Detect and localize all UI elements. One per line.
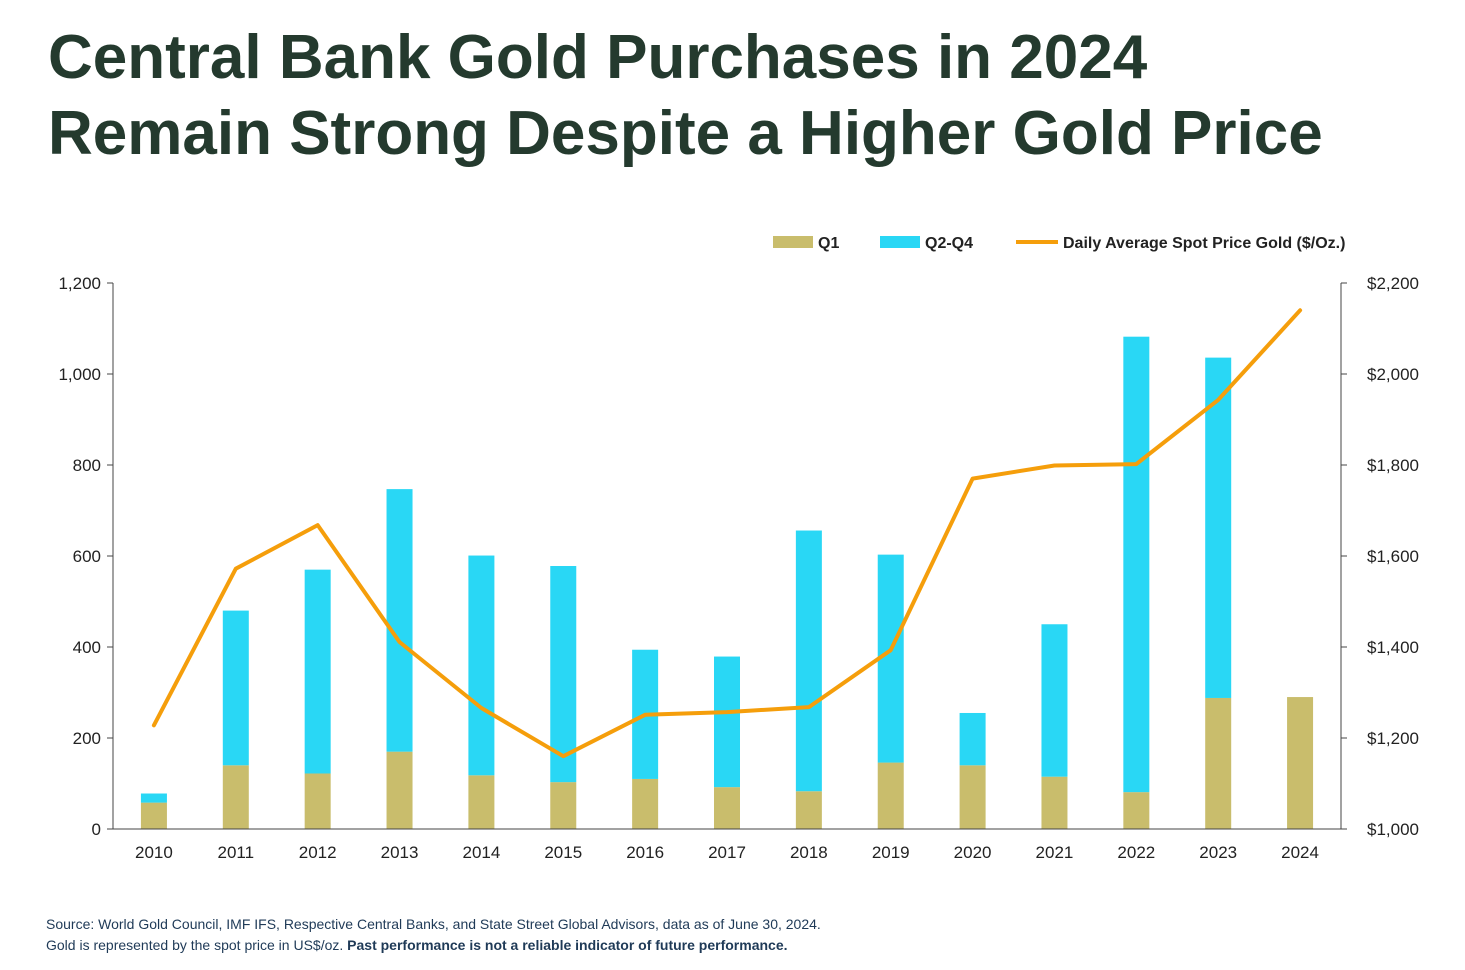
bar-q1-2015: [550, 782, 577, 829]
bar-q1-2014: [468, 775, 495, 829]
bar-q2-q4-2012: [304, 569, 331, 774]
x-tick-label-2020: 2020: [954, 843, 992, 862]
bar-q1-2011: [222, 765, 249, 829]
chart-legend: Q1 Q2-Q4 Daily Average Spot Price Gold (…: [773, 235, 1345, 252]
bar-q2-q4-2020: [959, 712, 986, 766]
x-tick-label-2014: 2014: [462, 843, 500, 862]
source-line-1: Source: World Gold Council, IMF IFS, Res…: [46, 916, 821, 932]
gold-price-line: [151, 308, 1303, 759]
y-left-tick-label: 200: [73, 729, 101, 748]
bar-q1-2022: [1123, 792, 1150, 829]
x-tick-label-2017: 2017: [708, 843, 746, 862]
bar-q2-q4-2018: [795, 530, 822, 792]
bar-q2-q4-2015: [550, 566, 577, 783]
legend-label-q2-q4: Q2-Q4: [925, 235, 973, 252]
x-tick-label-2023: 2023: [1199, 843, 1237, 862]
bar-q1-2013: [386, 751, 413, 829]
chart-title-line-2: Remain Strong Despite a Higher Gold Pric…: [48, 99, 1323, 168]
bar-q2-q4-2023: [1205, 357, 1232, 698]
source-disclaimer-bold: Past performance is not a reliable indic…: [347, 937, 788, 953]
chart-title-line-1: Central Bank Gold Purchases in 2024: [48, 23, 1148, 92]
bar-q2-q4-2011: [222, 610, 249, 766]
x-tick-label-2015: 2015: [544, 843, 582, 862]
bar-q1-2016: [632, 778, 659, 829]
bar-q1-2020: [959, 765, 986, 829]
x-tick-label-2021: 2021: [1036, 843, 1074, 862]
x-tick-label-2024: 2024: [1281, 843, 1319, 862]
x-tick-label-2019: 2019: [872, 843, 910, 862]
y-right-tick-label: $1,000: [1367, 820, 1419, 839]
bar-series-group: [140, 336, 1314, 829]
bar-q1-2018: [795, 791, 822, 829]
bar-q2-q4-2013: [386, 489, 413, 752]
x-tick-label-2016: 2016: [626, 843, 664, 862]
source-line-2: Gold is represented by the spot price in…: [46, 935, 821, 956]
bar-q1-2019: [877, 762, 904, 829]
chart-title: Central Bank Gold Purchases in 2024 Rema…: [48, 20, 1448, 172]
x-tick-label-2012: 2012: [299, 843, 337, 862]
y-left-tick-label: 800: [73, 456, 101, 475]
y-right-tick-label: $1,200: [1367, 729, 1419, 748]
x-tick-label-2018: 2018: [790, 843, 828, 862]
y-right-tick-label: $2,200: [1367, 274, 1419, 293]
y-left-tick-label: 0: [92, 820, 101, 839]
source-disclaimer-normal: Gold is represented by the spot price in…: [46, 937, 348, 953]
gold-price-line-group: [151, 308, 1303, 759]
y-left-tick-label: 1,200: [58, 274, 101, 293]
source-note: Source: World Gold Council, IMF IFS, Res…: [46, 914, 821, 956]
legend-swatch-q1: [773, 236, 813, 248]
legend-label-gold-price: Daily Average Spot Price Gold ($/Oz.): [1063, 235, 1345, 252]
bar-q1-2010: [140, 802, 167, 829]
bar-q2-q4-2022: [1123, 336, 1150, 793]
chart-axes: 0 200 400 600 800 1,000 1,200 $1,000 $1,200 $1,40…: [58, 274, 1419, 862]
legend-swatch-q2-q4: [880, 236, 920, 248]
bar-q1-2017: [714, 787, 740, 829]
x-tick-label-2022: 2022: [1117, 843, 1155, 862]
bar-q1-2021: [1041, 776, 1068, 829]
y-left-tick-label: 400: [73, 638, 101, 657]
y-right-tick-label: $1,600: [1367, 547, 1419, 566]
y-right-tick-label: $2,000: [1367, 365, 1419, 384]
bar-q1-2012: [304, 773, 331, 829]
y-left-tick-label: 1,000: [58, 365, 101, 384]
bar-q2-q4-2017: [714, 656, 740, 788]
bar-q2-q4-2010: [140, 793, 167, 803]
bar-q2-q4-2021: [1041, 624, 1068, 777]
x-tick-label-2013: 2013: [381, 843, 419, 862]
x-tick-label-2011: 2011: [218, 843, 255, 862]
bar-q1-2023: [1205, 697, 1232, 829]
y-right-tick-label: $1,800: [1367, 456, 1419, 475]
bar-q1-2024: [1287, 697, 1314, 829]
y-right-tick-label: $1,400: [1367, 638, 1419, 657]
x-tick-label-2010: 2010: [135, 843, 173, 862]
gold-purchases-chart: Q1 Q2-Q4 Daily Average Spot Price Gold (…: [58, 235, 1419, 862]
y-left-tick-label: 600: [73, 547, 101, 566]
bar-q2-q4-2014: [468, 555, 495, 776]
legend-label-q1: Q1: [818, 235, 839, 252]
